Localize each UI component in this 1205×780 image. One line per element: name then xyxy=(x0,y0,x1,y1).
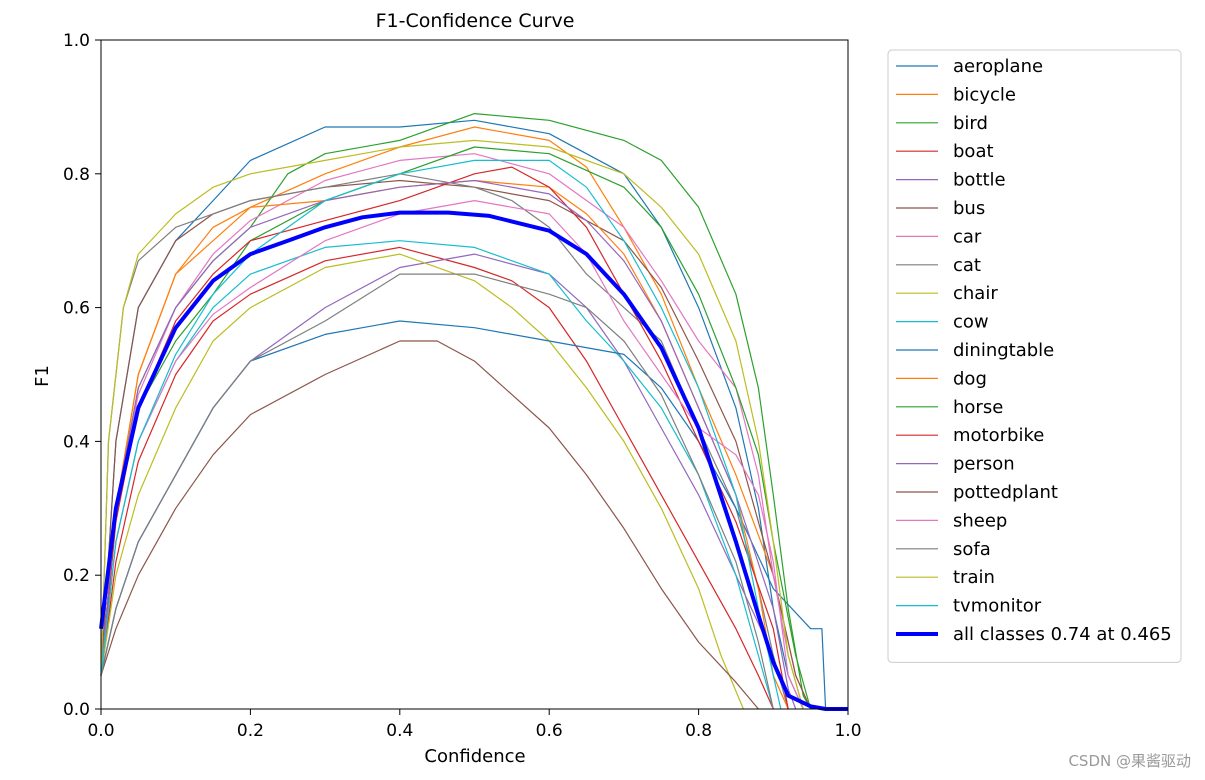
legend-entry: car xyxy=(953,226,982,247)
legend-entry: diningtable xyxy=(953,340,1054,361)
series-line-bottle xyxy=(100,253,789,710)
series-layer xyxy=(99,113,848,711)
x-axis-label: Confidence xyxy=(424,746,525,767)
legend-entry: horse xyxy=(953,397,1003,418)
series-line-pottedplant xyxy=(100,340,759,710)
watermark: CSDN @果酱驱动 xyxy=(1068,752,1191,770)
x-tick-label: 0.2 xyxy=(237,721,264,741)
legend-entry: bottle xyxy=(953,170,1006,191)
series-line-motorbike xyxy=(100,166,789,710)
y-tick-label: 0.0 xyxy=(63,700,90,720)
series-line-person xyxy=(100,179,797,710)
y-axis-label: F1 xyxy=(32,365,53,387)
legend-entry: aeroplane xyxy=(953,56,1043,77)
series-line-cow xyxy=(100,240,774,710)
legend-entry: bicycle xyxy=(953,84,1016,105)
legend-entry: motorbike xyxy=(953,425,1044,446)
legend-entry: boat xyxy=(953,141,994,162)
x-tick-label: 0.4 xyxy=(386,721,413,741)
legend-box xyxy=(887,49,1182,663)
legend: aeroplane bicycle bird boat bottle bus car cat c… xyxy=(887,49,1182,663)
y-tick-label: 0.6 xyxy=(63,299,90,319)
legend-entry: sofa xyxy=(953,539,991,560)
series-line-boat xyxy=(100,246,774,710)
series-line-sofa xyxy=(100,273,774,710)
x-tick-label: 0.6 xyxy=(536,721,563,741)
legend-entry: bus xyxy=(953,198,985,219)
y-tick-label: 0.8 xyxy=(63,165,90,185)
legend-entry: cow xyxy=(953,312,989,333)
legend-entry: sheep xyxy=(953,510,1007,531)
series-line-horse xyxy=(100,146,812,710)
series-line-dog xyxy=(100,179,789,710)
series-line-aeroplane xyxy=(100,119,804,710)
series-line-all xyxy=(99,210,848,711)
series-line-cat xyxy=(100,173,789,710)
legend-entry: cat xyxy=(953,255,981,276)
series-line-bird xyxy=(100,113,812,710)
legend-entry: person xyxy=(953,454,1015,475)
chart-title: F1-Confidence Curve xyxy=(376,10,575,32)
legend-entry: train xyxy=(953,567,995,588)
y-tick-label: 0.2 xyxy=(63,566,90,586)
x-tick-label: 1.0 xyxy=(834,721,861,741)
x-tick-label: 0.8 xyxy=(685,721,712,741)
plot-frame xyxy=(100,39,849,710)
series-line-tvmonitor xyxy=(100,159,782,710)
series-line-diningtable xyxy=(100,320,827,710)
legend-entry: chair xyxy=(953,283,998,304)
legend-entry: all classes 0.74 at 0.465 xyxy=(953,624,1172,645)
y-tick-label: 1.0 xyxy=(63,31,90,51)
y-tick-label: 0.4 xyxy=(63,432,90,452)
legend-entry: dog xyxy=(953,368,987,389)
legend-entry: bird xyxy=(953,113,988,134)
series-line-train xyxy=(100,139,804,710)
legend-entry: tvmonitor xyxy=(953,596,1042,617)
axes-layer: 0.0 0.2 0.4 0.6 0.8 1.0 0.0 0.2 0.4 0.6 0.8 1.0 xyxy=(63,31,862,741)
series-line-chair xyxy=(100,253,744,710)
x-tick-label: 0.0 xyxy=(87,721,114,741)
series-line-sheep xyxy=(100,200,804,710)
legend-entry: pottedplant xyxy=(953,482,1058,503)
